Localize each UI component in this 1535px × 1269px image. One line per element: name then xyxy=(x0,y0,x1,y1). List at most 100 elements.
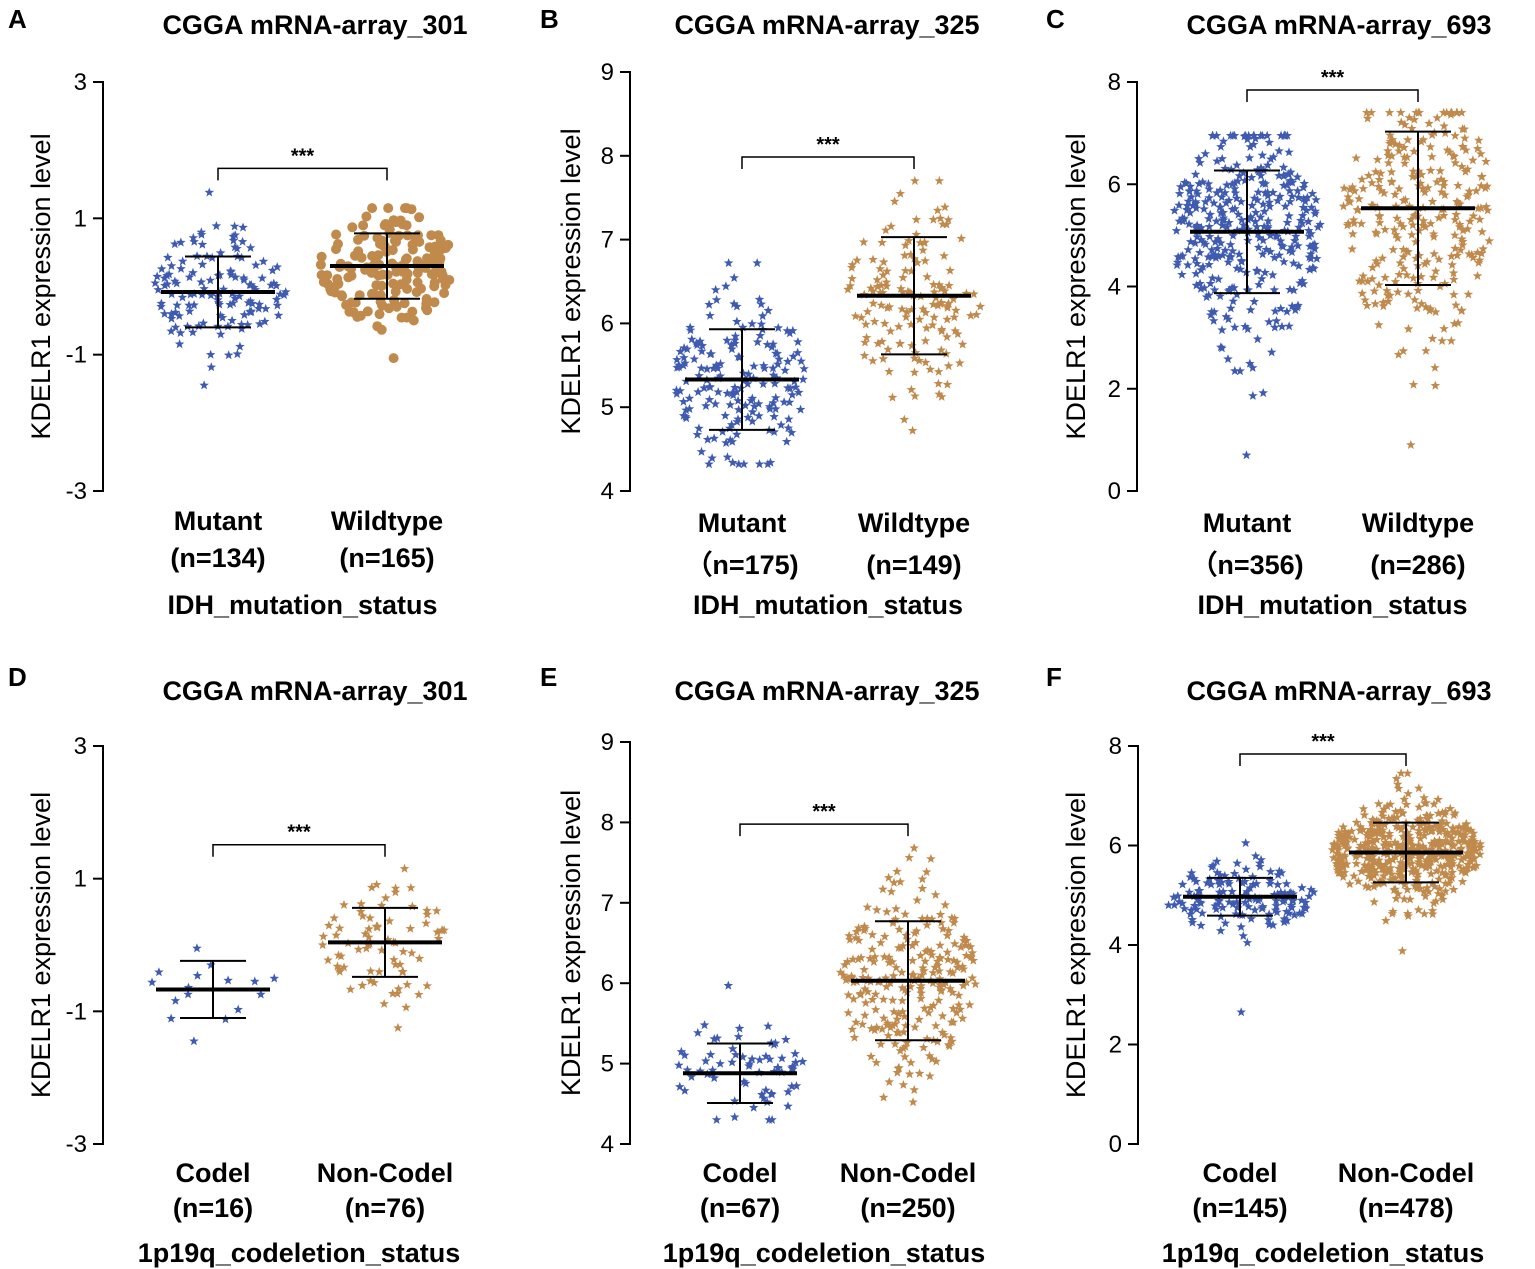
data-point xyxy=(1374,816,1384,826)
data-point xyxy=(900,250,910,260)
data-point xyxy=(1222,222,1232,232)
data-point xyxy=(783,383,793,393)
data-point xyxy=(733,414,743,424)
data-point xyxy=(1274,170,1284,180)
data-point xyxy=(1217,192,1227,202)
data-point xyxy=(1196,920,1206,930)
data-point xyxy=(680,1085,690,1095)
data-point xyxy=(1331,859,1342,868)
data-point xyxy=(225,299,235,309)
data-point xyxy=(1413,815,1423,825)
data-point xyxy=(949,917,959,927)
data-point xyxy=(845,280,856,290)
data-point xyxy=(910,175,920,185)
data-point xyxy=(907,425,918,435)
data-point xyxy=(848,994,859,1004)
data-point xyxy=(1442,859,1452,869)
data-point xyxy=(897,1006,908,1016)
data-point xyxy=(936,283,946,293)
data-point xyxy=(842,956,853,966)
data-point xyxy=(345,984,356,994)
data-point xyxy=(1356,218,1367,228)
y-tick-label: 5 xyxy=(601,1051,614,1078)
data-point xyxy=(788,1064,798,1074)
data-point xyxy=(1414,250,1425,260)
data-point xyxy=(1272,907,1282,917)
data-point xyxy=(1449,274,1459,284)
data-point xyxy=(422,253,432,264)
data-point xyxy=(407,306,418,317)
data-point xyxy=(1394,184,1404,194)
data-point xyxy=(1433,888,1444,898)
data-point xyxy=(1347,182,1358,192)
data-point xyxy=(1438,824,1449,834)
data-point xyxy=(1196,222,1207,232)
data-point xyxy=(1382,285,1392,295)
data-point xyxy=(948,1017,959,1027)
data-point xyxy=(770,378,780,388)
data-point xyxy=(961,950,972,960)
data-point xyxy=(229,221,240,231)
data-point xyxy=(166,1013,176,1023)
data-point xyxy=(1429,231,1439,241)
data-point xyxy=(230,272,241,282)
data-point xyxy=(926,946,936,956)
data-point xyxy=(1476,148,1486,158)
data-point xyxy=(1383,296,1393,306)
data-point xyxy=(897,287,908,297)
data-point xyxy=(1406,214,1416,224)
y-tick-label: 6 xyxy=(1109,833,1122,860)
data-point xyxy=(1369,881,1379,891)
data-point xyxy=(422,909,432,919)
data-point xyxy=(323,279,334,290)
data-point xyxy=(275,289,285,299)
data-point xyxy=(1373,181,1384,191)
data-point xyxy=(1414,816,1425,826)
data-point xyxy=(1444,830,1454,840)
data-point xyxy=(164,269,174,279)
data-point xyxy=(783,1087,793,1096)
data-point xyxy=(753,398,764,408)
data-point xyxy=(765,457,776,467)
data-point xyxy=(768,339,778,349)
y-tick-label: 9 xyxy=(601,59,614,86)
x-category-label: Mutant xyxy=(1203,508,1291,538)
data-point xyxy=(1294,222,1304,232)
data-point xyxy=(412,277,423,288)
data-point xyxy=(1397,946,1408,955)
significance-label: *** xyxy=(1321,67,1345,89)
data-point xyxy=(891,962,901,972)
data-point xyxy=(711,294,722,304)
data-point xyxy=(1214,879,1225,889)
data-point xyxy=(1389,225,1400,235)
data-point xyxy=(842,973,852,983)
data-point xyxy=(1432,177,1442,187)
data-point xyxy=(435,235,446,246)
data-point xyxy=(855,988,866,998)
data-point xyxy=(752,258,762,268)
data-point xyxy=(1277,321,1287,331)
data-point xyxy=(1409,114,1420,124)
data-point xyxy=(1258,901,1268,911)
data-point xyxy=(227,315,237,325)
data-point xyxy=(878,353,888,363)
data-point xyxy=(406,882,416,892)
data-point xyxy=(1284,908,1294,918)
data-point xyxy=(234,291,245,301)
data-point xyxy=(1403,858,1413,868)
data-point xyxy=(747,1054,757,1064)
data-point xyxy=(1224,251,1235,261)
data-point xyxy=(935,299,946,308)
data-point xyxy=(752,337,763,347)
data-point xyxy=(1384,845,1394,855)
data-point xyxy=(712,1033,722,1043)
data-point xyxy=(269,278,279,288)
data-point xyxy=(961,288,972,298)
data-point xyxy=(1361,865,1371,875)
data-point xyxy=(675,1081,685,1091)
data-point xyxy=(1384,107,1395,117)
data-point xyxy=(206,290,216,300)
data-point xyxy=(1268,187,1278,197)
data-point xyxy=(1472,143,1483,153)
data-point xyxy=(794,387,804,397)
